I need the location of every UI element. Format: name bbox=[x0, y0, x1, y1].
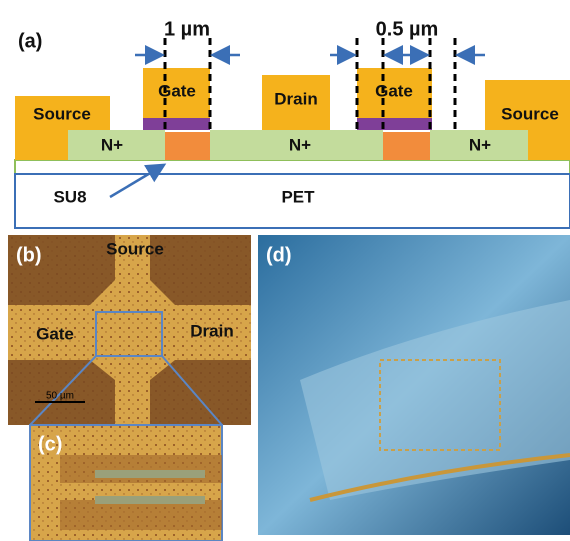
roll-edge bbox=[309, 453, 570, 502]
scale-label: 50 µm bbox=[46, 391, 74, 402]
drain-block bbox=[262, 75, 330, 130]
dielectric bbox=[357, 118, 432, 130]
layer-label: N+ bbox=[289, 135, 311, 154]
layer-label: SU8 bbox=[53, 187, 86, 206]
arrow bbox=[109, 163, 167, 199]
layer-label: Source bbox=[501, 104, 559, 123]
dielectric bbox=[143, 118, 210, 130]
zoom-line bbox=[161, 355, 223, 426]
pet-layer bbox=[14, 173, 570, 229]
panel-c: (c) bbox=[29, 424, 223, 541]
gate-block bbox=[357, 68, 432, 118]
layer-label: N+ bbox=[101, 135, 123, 154]
terminal-label: Drain bbox=[190, 321, 233, 340]
layer-label: Source bbox=[33, 104, 91, 123]
panel-b: 50 µm (b) Source Gate Drain bbox=[8, 235, 251, 426]
panel-label: (d) bbox=[266, 244, 292, 266]
terminal-label: Gate bbox=[36, 324, 74, 343]
electrode bbox=[60, 455, 222, 483]
panel-label: (c) bbox=[38, 433, 62, 455]
layer-label: Drain bbox=[274, 89, 317, 108]
panel-label: (a) bbox=[18, 30, 42, 52]
dimension: 1 µm bbox=[164, 18, 210, 40]
su8-layer bbox=[14, 159, 570, 175]
layer-label: Gate bbox=[158, 81, 196, 100]
panel-d: (d) bbox=[258, 235, 570, 535]
zoom-box bbox=[95, 311, 163, 357]
panel-a: (a) 1 µm 0.5 µm Source Gate Drain Gate S… bbox=[14, 18, 570, 229]
channel bbox=[165, 132, 210, 160]
zoom-line bbox=[29, 355, 97, 426]
gate-line bbox=[95, 496, 205, 504]
layer-label: N+ bbox=[469, 135, 491, 154]
gate-line bbox=[95, 470, 205, 478]
channel bbox=[383, 132, 430, 160]
n-plus bbox=[210, 130, 383, 160]
electrode-gap bbox=[8, 235, 251, 425]
layer-label: Gate bbox=[375, 81, 413, 100]
n-plus bbox=[430, 130, 528, 160]
gate-block bbox=[143, 68, 210, 118]
device-array bbox=[379, 359, 501, 451]
panel-label: (b) bbox=[16, 244, 42, 266]
layer-label: PET bbox=[281, 187, 315, 206]
terminal-label: Source bbox=[106, 239, 164, 258]
flexible-substrate bbox=[300, 300, 570, 500]
n-plus bbox=[68, 130, 165, 160]
electrode bbox=[60, 500, 222, 530]
dimension: 0.5 µm bbox=[376, 18, 439, 40]
